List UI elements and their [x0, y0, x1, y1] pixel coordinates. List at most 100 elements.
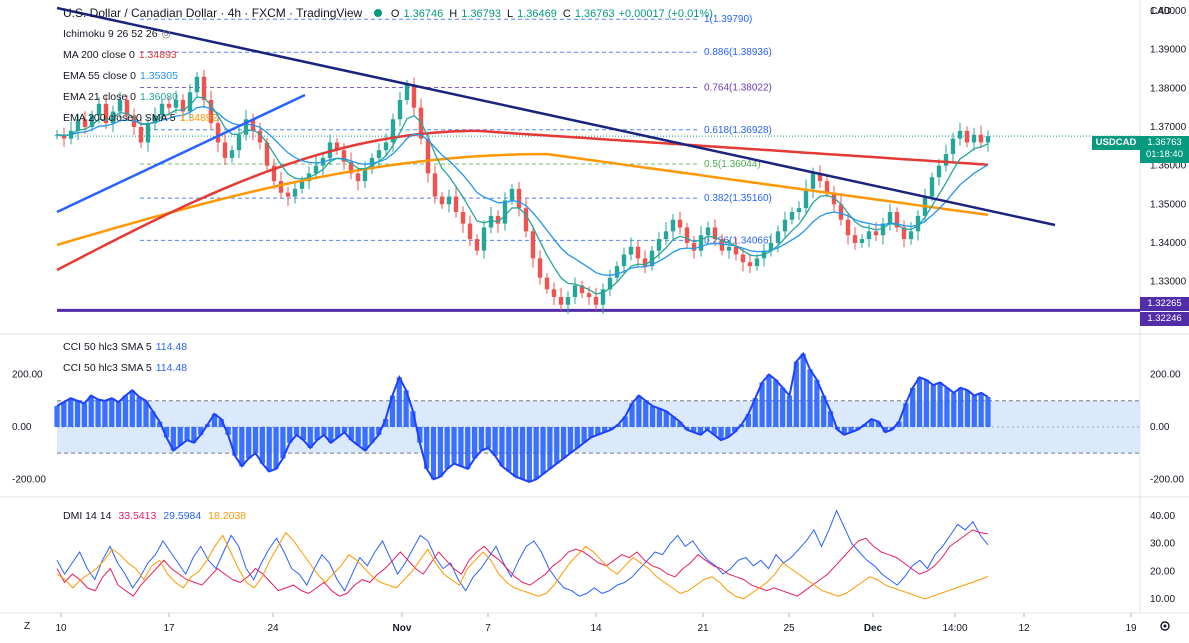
time-tick-label: 17 [163, 623, 175, 634]
cci-bar [122, 395, 129, 427]
legend-value: 1.34892 [179, 112, 218, 124]
cci-bar [259, 426, 265, 464]
candle-body [649, 250, 655, 267]
cci-bar [608, 426, 615, 430]
visibility-eye-icon[interactable]: ◎ [161, 28, 171, 40]
time-tick-label: 21 [697, 623, 709, 634]
candle-body [845, 219, 851, 236]
candle-body [159, 103, 165, 116]
cci-bar [444, 426, 450, 469]
cci-legend-value: 114.48 [155, 341, 188, 353]
candle-body [229, 150, 235, 158]
candle-body [579, 285, 585, 294]
cci-bar [129, 390, 135, 427]
candle-body [96, 103, 102, 116]
settings-gear-icon[interactable] [1158, 619, 1172, 633]
candle-body [236, 134, 242, 151]
legend-row[interactable]: EMA 21 close 0 1.36080 [63, 91, 182, 103]
time-tick-label: 14:00 [942, 623, 967, 634]
cci-bar [451, 426, 457, 464]
candle-body [383, 142, 389, 151]
bar-countdown: 01:18:40 [1146, 149, 1183, 160]
ohlc-value: +0.00017 (+0.01%) [618, 8, 713, 20]
candle-body [299, 181, 305, 189]
cci-bar [910, 387, 916, 427]
cci-bar [800, 353, 806, 427]
candle-body [523, 208, 529, 232]
cci-bar [985, 397, 991, 427]
cci-bar [855, 426, 861, 430]
symbol-title[interactable]: U.S. Dollar / Canadian Dollar · 4h · FXC… [63, 6, 363, 20]
candle-body [425, 138, 431, 174]
candle-body [187, 92, 193, 112]
cci-bar [827, 411, 834, 427]
cci-legend-value: 114.48 [155, 362, 188, 374]
legend-row[interactable]: MA 200 close 0 1.34893 [63, 49, 181, 61]
cci-bar [615, 424, 621, 427]
candle-body [978, 134, 984, 143]
cci-tick-label-right: -200.00 [1150, 474, 1184, 485]
cci-bar [951, 392, 957, 427]
cci-bar [841, 426, 847, 435]
dmi-adx-value: 18.2038 [208, 510, 247, 522]
cci-bar [807, 369, 813, 427]
ohlc-key: L [506, 8, 514, 20]
candle-body [950, 138, 956, 155]
candle-body [446, 196, 452, 205]
candle-body [635, 246, 641, 259]
cci-bar [821, 395, 827, 427]
cci-bar [177, 426, 183, 446]
cci-bar [157, 421, 163, 427]
candle-body [873, 231, 879, 236]
cci-bar [766, 374, 772, 427]
cci-bar [930, 385, 936, 427]
candle-body [334, 142, 340, 151]
candle-body [264, 142, 270, 166]
candle-body [397, 99, 403, 120]
cci-bar [554, 426, 560, 464]
ema55-line [56, 105, 989, 276]
cci-bar [430, 426, 437, 480]
cci-bar [116, 402, 122, 427]
candle-body [796, 208, 802, 213]
cci-line [56, 351, 989, 483]
candle-body [362, 169, 368, 182]
up-trendline [56, 93, 306, 214]
legend-value: 1.36080 [139, 91, 178, 103]
dmi-legend-name: DMI 14 14 [63, 510, 112, 522]
cci-bar [136, 396, 142, 427]
cci-bar [170, 426, 176, 451]
candle-body [859, 239, 865, 243]
legend-row[interactable]: EMA 200 close 0 SMA 5 1.34892 [63, 112, 222, 124]
goto-date-button[interactable]: Z [24, 621, 31, 632]
price-tick-label: 1.33000 [1150, 277, 1187, 288]
currency-label[interactable]: CAD [1150, 6, 1172, 17]
cci-bar [437, 426, 443, 477]
time-tick-label: 7 [485, 623, 491, 634]
fib-level-label: 1(1.39790) [704, 14, 752, 25]
candle-body [481, 227, 487, 251]
cci-bar [307, 426, 313, 448]
candle-body [894, 212, 900, 228]
cci-bar [848, 426, 854, 433]
candle-body [712, 227, 718, 240]
ohlc-value: 1.36469 [517, 8, 557, 20]
cci-pane [54, 351, 1140, 483]
cci-bar [88, 395, 94, 427]
dmi-minus-value: 29.5984 [163, 510, 202, 522]
legend-row[interactable]: Ichimoku 9 26 52 26 ◎ [63, 28, 179, 40]
legend-row[interactable]: EMA 55 close 0 1.35305 [63, 70, 182, 82]
candle-body [656, 239, 662, 251]
cci-bar [697, 426, 704, 435]
cci-bar [232, 426, 238, 456]
ema200-line [56, 152, 989, 247]
cci-bar [519, 426, 526, 480]
candle-body [691, 242, 697, 251]
candle-body [901, 227, 907, 240]
candle-body [733, 246, 739, 255]
candle-body [313, 165, 319, 174]
cci-bar [513, 426, 519, 477]
fib-level-label: 0.764(1.38022) [704, 83, 772, 94]
time-tick-label: 12 [1018, 623, 1030, 634]
